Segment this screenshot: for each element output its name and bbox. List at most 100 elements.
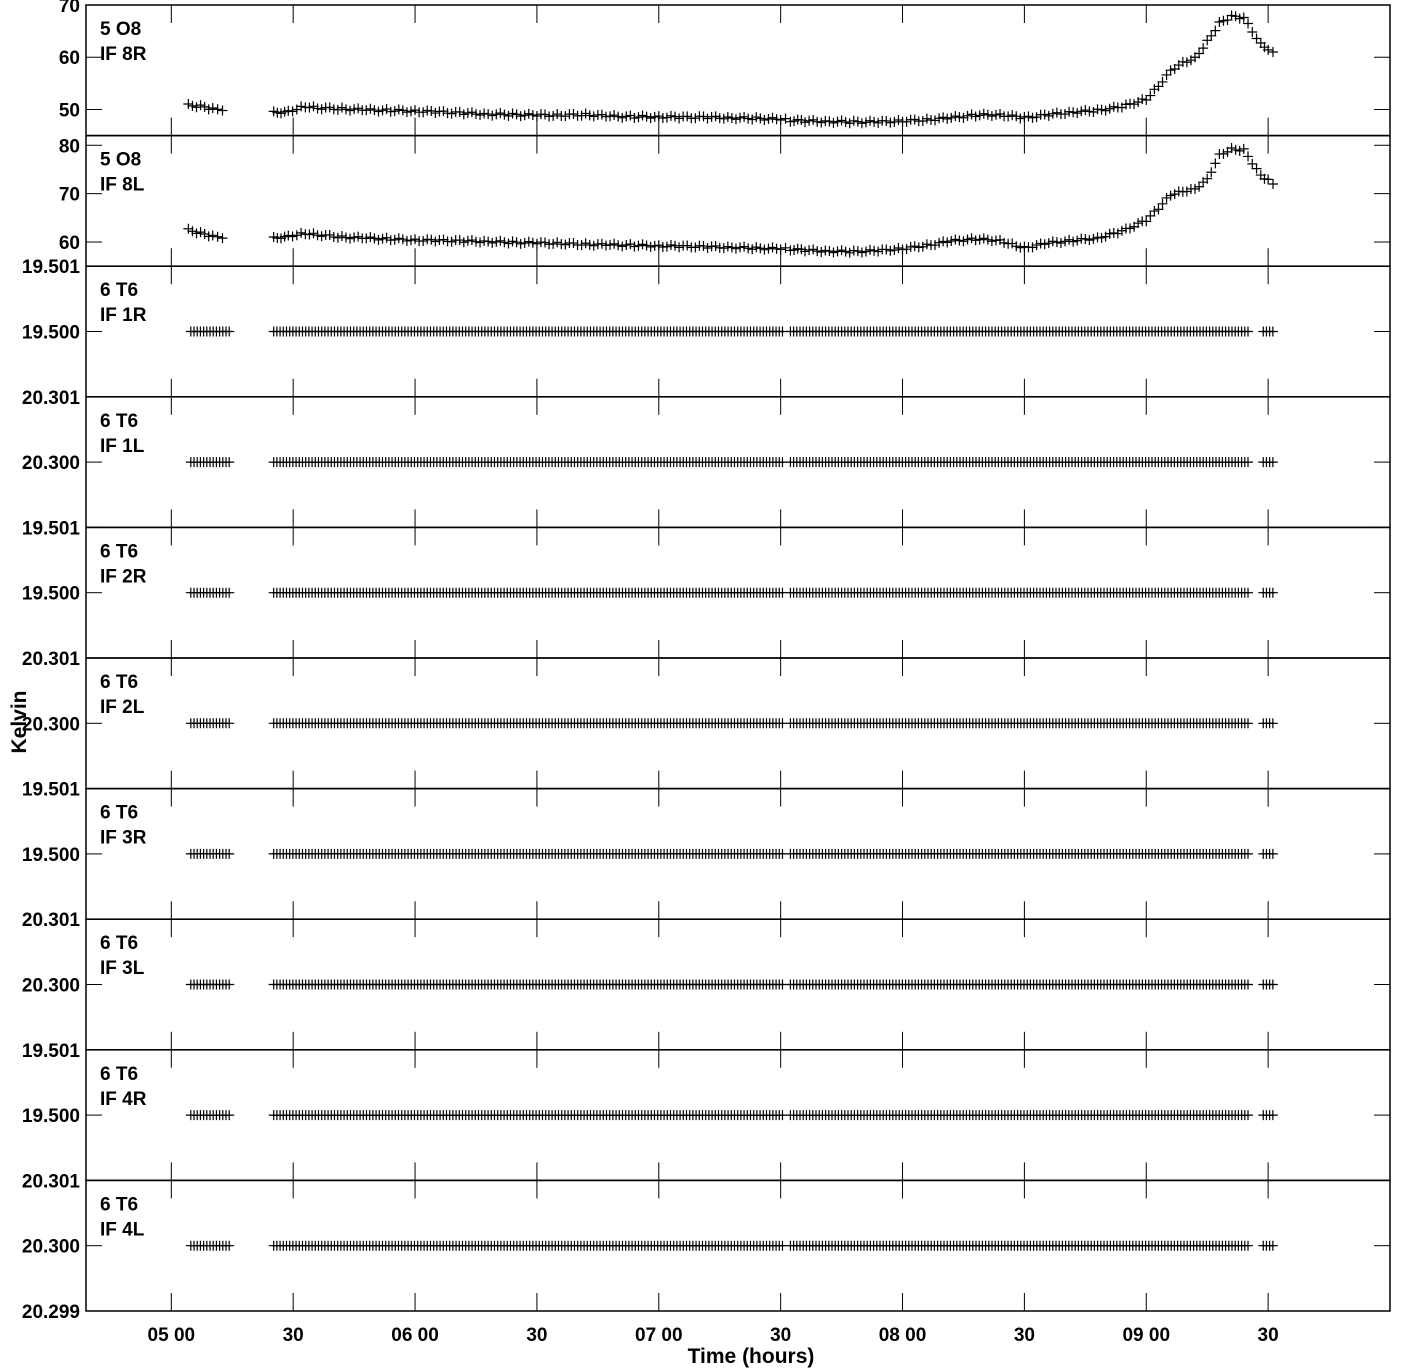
data-point [377, 105, 388, 116]
y-tick-label: 20.300 [22, 714, 80, 735]
data-point [1238, 143, 1249, 154]
data-point [527, 109, 538, 120]
data-point [365, 103, 376, 114]
data-point [1251, 163, 1262, 174]
panel-frame [85, 4, 1391, 137]
data-point [552, 109, 563, 120]
panel-antenna-label: 6 T6 [100, 411, 138, 432]
data-point [224, 848, 235, 859]
data-point [625, 110, 636, 121]
data-point [470, 109, 481, 120]
panel-antenna-label: 6 T6 [100, 541, 138, 562]
data-point [682, 240, 693, 251]
data-point [743, 243, 754, 254]
data-point [869, 116, 880, 127]
data-point [913, 242, 924, 253]
data-point [617, 112, 628, 123]
x-tick-label: 30 [1014, 1325, 1035, 1346]
panel-antenna-label: 5 O8 [100, 150, 141, 171]
data-point [296, 101, 307, 112]
data-point [1194, 181, 1205, 192]
data-point [1251, 33, 1262, 44]
data-point [1267, 1110, 1278, 1121]
data-point [1153, 81, 1164, 92]
data-point [970, 235, 981, 246]
data-point [1149, 206, 1160, 217]
data-point [978, 108, 989, 119]
x-tick-label: 30 [770, 1325, 791, 1346]
data-point [1165, 190, 1176, 201]
data-point [637, 239, 648, 250]
data-point [466, 107, 477, 118]
data-point [212, 104, 223, 115]
data-point [475, 237, 486, 248]
panel-antenna-label: 6 T6 [100, 672, 138, 693]
data-point [869, 245, 880, 256]
data-point [1080, 105, 1091, 116]
x-tick-label: 30 [1258, 1325, 1279, 1346]
data-point [511, 237, 522, 248]
data-point [909, 114, 920, 125]
data-point [584, 239, 595, 250]
data-point [454, 235, 465, 246]
data-point [1092, 232, 1103, 243]
data-point [970, 111, 981, 122]
data-point [621, 240, 632, 250]
data-point [950, 111, 961, 122]
data-point [446, 108, 457, 119]
data-point [523, 108, 534, 119]
data-point [812, 116, 823, 127]
data-point [820, 245, 831, 256]
data-point [1206, 167, 1217, 178]
data-point [1015, 113, 1026, 124]
x-tick-label: 30 [526, 1325, 547, 1346]
data-point [1088, 233, 1099, 244]
data-point [507, 108, 518, 119]
y-tick-label: 20.301 [22, 910, 81, 931]
data-point [291, 230, 302, 241]
data-point [718, 113, 729, 124]
x-tick-label: 09 00 [1122, 1325, 1170, 1346]
x-tick-label: 06 00 [391, 1325, 439, 1346]
data-point [212, 231, 223, 242]
data-point [665, 240, 676, 251]
data-point [617, 241, 628, 252]
data-point [649, 240, 660, 251]
data-point [1031, 240, 1042, 251]
data-point [1206, 30, 1217, 41]
data-point [1165, 65, 1176, 76]
data-point [990, 109, 1001, 120]
data-point [966, 233, 977, 244]
data-point [499, 237, 510, 248]
data-point [844, 247, 855, 258]
data-point [759, 115, 770, 126]
data-point [470, 236, 481, 247]
data-point [324, 229, 335, 240]
data-point [1137, 94, 1148, 105]
data-point [1267, 1240, 1278, 1251]
data-point [410, 105, 421, 116]
data-point [199, 228, 210, 239]
x-tick-label: 30 [283, 1325, 304, 1346]
data-point [217, 233, 228, 244]
data-point [722, 241, 733, 252]
y-tick-label: 70 [59, 0, 80, 17]
data-point [283, 105, 294, 116]
data-point [438, 234, 449, 245]
data-point [531, 111, 542, 122]
data-point [224, 326, 235, 337]
data-point [1267, 718, 1278, 729]
data-point [978, 233, 989, 244]
data-point [974, 110, 985, 121]
data-point [1023, 111, 1034, 122]
y-tick-label: 19.501 [22, 518, 81, 539]
data-point [1247, 158, 1258, 169]
data-point [1100, 105, 1111, 116]
data-point [199, 101, 210, 112]
y-tick-label: 70 [59, 185, 80, 206]
data-point [430, 108, 441, 119]
y-tick-label: 19.500 [22, 845, 80, 866]
data-point [1153, 204, 1164, 215]
panel-antenna-label: 6 T6 [100, 803, 138, 824]
data-point [885, 117, 896, 128]
